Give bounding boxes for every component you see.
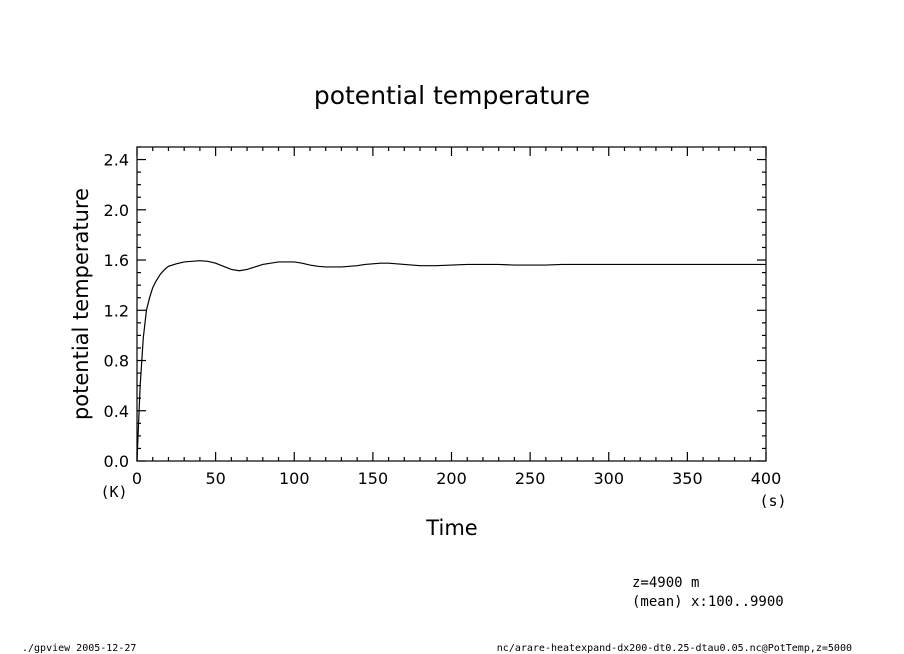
y-tick-label: 1.6 [104, 251, 129, 270]
ticks [136, 146, 767, 462]
y-tick-label: 0.0 [104, 452, 129, 471]
x-unit-label: (s) [759, 492, 786, 510]
y-tick-label: 2.0 [104, 201, 129, 220]
y-tick-label: 0.8 [104, 352, 129, 371]
annotation-mean: (mean) x:100..9900 [632, 594, 784, 610]
y-tick-label: 2.4 [104, 151, 129, 170]
x-tick-label: 0 [132, 469, 142, 488]
x-axis-label: Time [425, 516, 477, 540]
plot-frame [136, 146, 767, 462]
x-tick-label: 150 [358, 469, 389, 488]
series-line [136, 260, 766, 462]
y-unit-label: (K) [100, 483, 127, 501]
chart-title: potential temperature [314, 81, 590, 110]
x-tick-label: 100 [279, 469, 310, 488]
y-axis-label: potential temperature [69, 188, 93, 420]
tick-labels: 0 50 100 150 200 250 300 350 400 0.0 0.4 0.8 1.2 1.6 2… [104, 151, 782, 488]
x-tick-label: 400 [751, 469, 782, 488]
y-tick-label: 1.2 [104, 301, 129, 320]
annotation-z: z=4900 m [632, 575, 699, 591]
footer-right: nc/arare-heatexpand-dx200-dt0.25-dtau0.0… [497, 643, 852, 654]
footer-left: ./gpview 2005-12-27 [22, 643, 136, 654]
y-tick-label: 0.4 [104, 402, 129, 421]
x-tick-label: 300 [593, 469, 624, 488]
x-tick-label: 50 [205, 469, 225, 488]
x-tick-label: 350 [672, 469, 703, 488]
x-tick-label: 250 [515, 469, 546, 488]
x-tick-label: 200 [436, 469, 467, 488]
